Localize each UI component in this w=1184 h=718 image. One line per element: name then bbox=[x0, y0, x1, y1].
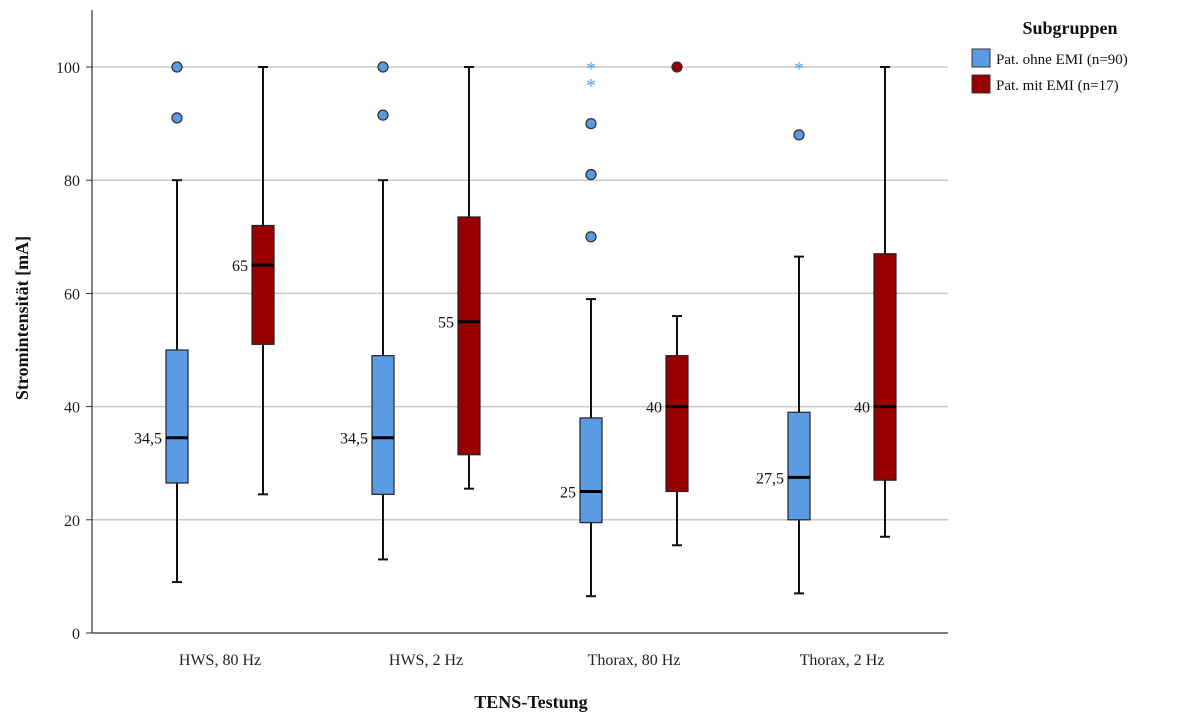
y-tick-label: 60 bbox=[64, 286, 80, 303]
median-label: 34,5 bbox=[340, 431, 368, 448]
box-group: 34,5 bbox=[134, 61, 189, 584]
x-tick-label: Thorax, 2 Hz bbox=[800, 652, 885, 669]
median-label: 27,5 bbox=[756, 470, 784, 487]
box-group: 55 bbox=[438, 66, 481, 490]
x-axis-title: TENS-Testung bbox=[474, 692, 587, 712]
outlier-point bbox=[377, 61, 389, 73]
y-tick-label: 100 bbox=[56, 60, 80, 77]
median-label: 40 bbox=[646, 400, 662, 417]
median-label: 40 bbox=[854, 400, 870, 417]
box-iqr bbox=[457, 216, 481, 456]
y-tick-label: 80 bbox=[64, 173, 80, 190]
box-iqr bbox=[165, 349, 189, 484]
box-group: 40 bbox=[646, 61, 689, 547]
box-iqr bbox=[251, 224, 275, 345]
y-axis: 0 20 40 60 80 100 bbox=[56, 10, 93, 643]
outlier-point bbox=[793, 129, 805, 141]
y-tick-label: 0 bbox=[72, 626, 80, 643]
extreme-point: * bbox=[586, 58, 596, 80]
outlier-point bbox=[171, 61, 183, 73]
legend-title: Subgruppen bbox=[1022, 18, 1117, 38]
legend-label: Pat. mit EMI (n=17) bbox=[996, 78, 1119, 94]
outlier-point bbox=[171, 112, 183, 124]
outlier-point bbox=[671, 61, 683, 73]
outlier-point bbox=[585, 231, 597, 243]
legend-label: Pat. ohne EMI (n=90) bbox=[996, 52, 1128, 68]
extreme-point: * bbox=[586, 75, 596, 97]
box-iqr bbox=[873, 253, 897, 481]
box-iqr bbox=[579, 417, 603, 524]
box-group: 27,5 * bbox=[756, 58, 811, 595]
y-axis-title: Stromintensität [mA] bbox=[12, 236, 32, 400]
median-label: 55 bbox=[438, 315, 454, 332]
x-axis: HWS, 80 Hz HWS, 2 Hz Thorax, 80 Hz Thorax, … bbox=[92, 632, 948, 669]
box-group: 65 bbox=[232, 66, 275, 496]
legend-swatch bbox=[971, 74, 991, 94]
outlier-point bbox=[585, 117, 597, 130]
x-tick-label: HWS, 80 Hz bbox=[179, 652, 261, 669]
outlier-point bbox=[585, 168, 597, 181]
median-label: 25 bbox=[560, 485, 576, 502]
legend: Subgruppen Pat. ohne EMI (n=90) Pat. mit … bbox=[971, 18, 1128, 94]
y-tick-label: 40 bbox=[64, 400, 80, 417]
box-group: 25 ** bbox=[560, 58, 603, 598]
x-tick-label: HWS, 2 Hz bbox=[389, 652, 463, 669]
box-iqr bbox=[787, 411, 811, 521]
box-group: 40 bbox=[854, 66, 897, 538]
gridlines bbox=[92, 66, 948, 521]
x-tick-label: Thorax, 80 Hz bbox=[588, 652, 681, 669]
box-iqr bbox=[371, 355, 395, 495]
extreme-point: * bbox=[794, 58, 804, 80]
box-group: 34,5 bbox=[340, 61, 395, 561]
y-tick-label: 20 bbox=[64, 513, 80, 530]
legend-swatch bbox=[971, 48, 991, 68]
box-iqr bbox=[665, 355, 689, 493]
median-label: 65 bbox=[232, 258, 248, 275]
median-label: 34,5 bbox=[134, 431, 162, 448]
outlier-point bbox=[377, 109, 389, 121]
